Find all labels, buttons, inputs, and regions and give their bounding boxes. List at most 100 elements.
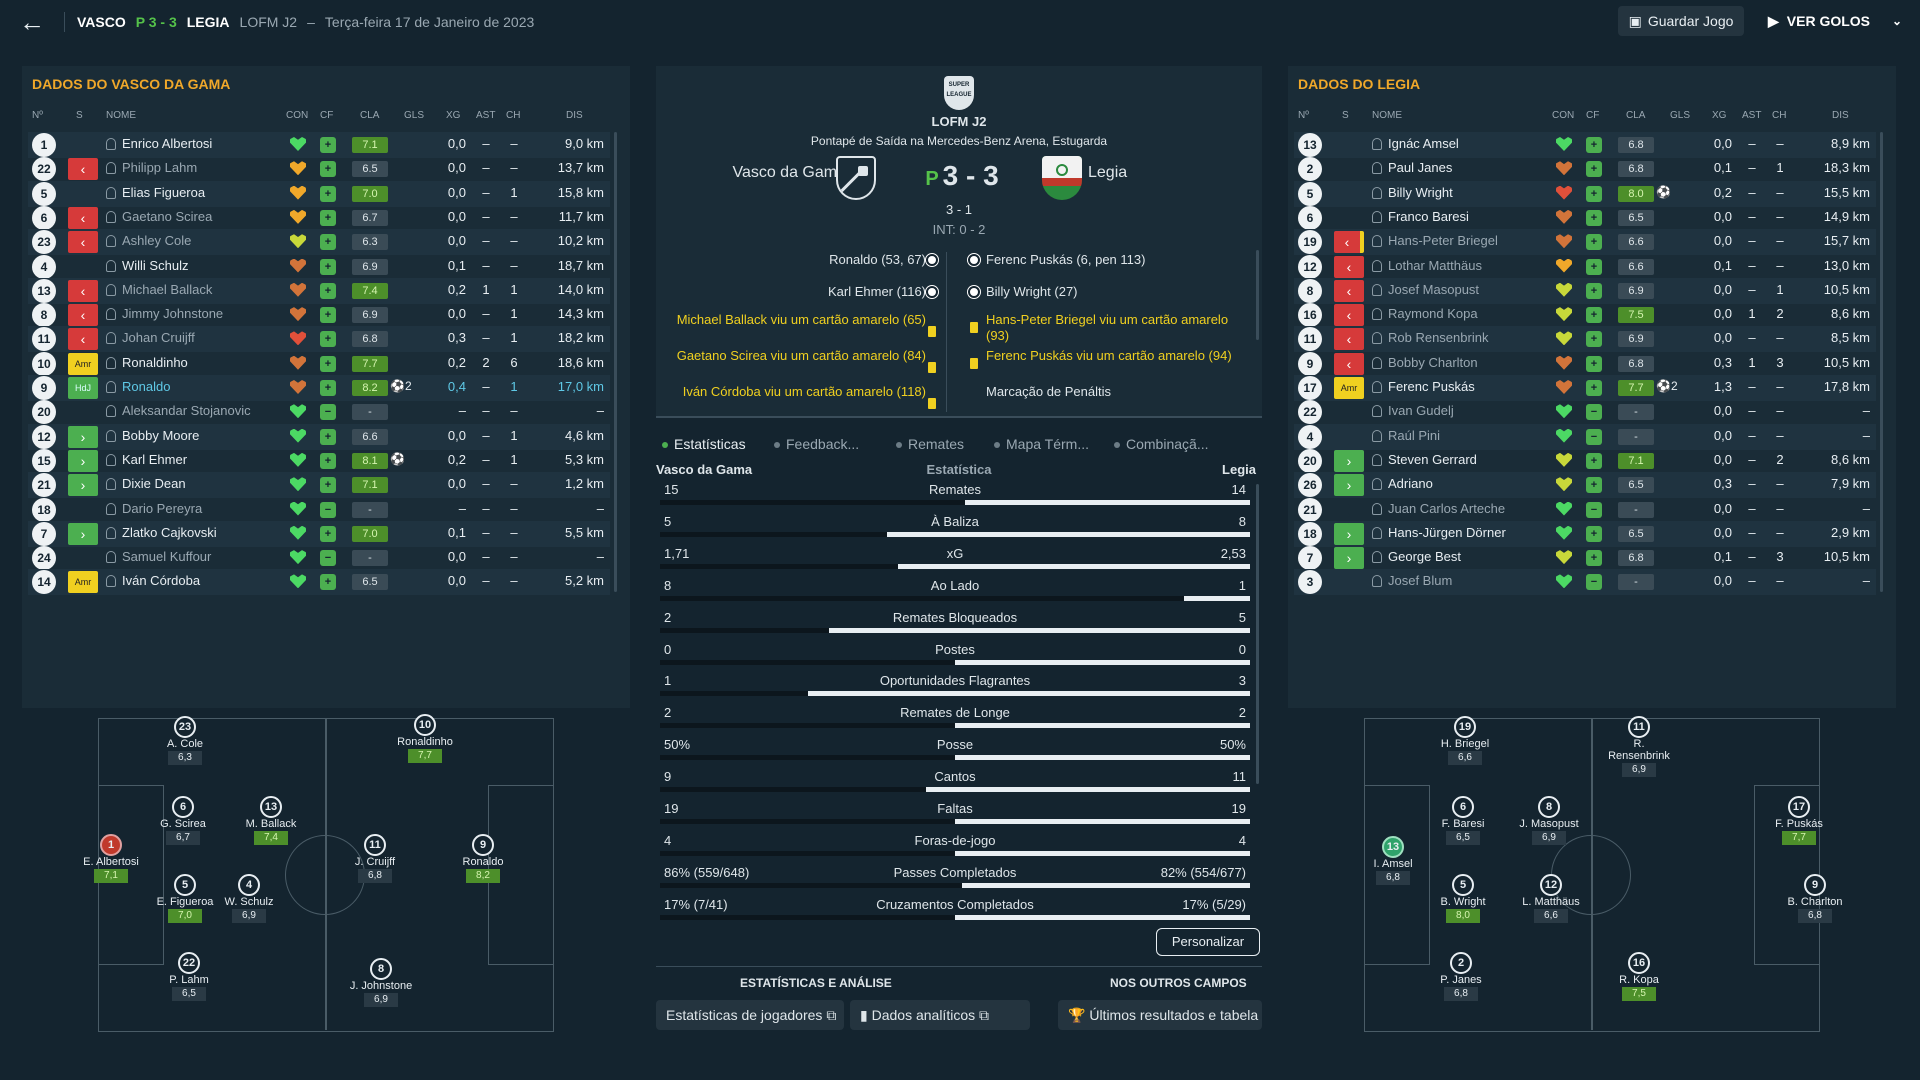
player-row[interactable]: 18 Dario Pereyra − - – – – – xyxy=(28,497,610,523)
player-row[interactable]: 22 ‹ Philipp Lahm +6.5 0,0– –13,7 km xyxy=(28,156,610,182)
customize-button[interactable]: Personalizar xyxy=(1156,928,1260,956)
player-row[interactable]: 14 Amr Iván Córdoba +6.5 0,0– –5,2 km xyxy=(28,569,610,596)
player-name[interactable]: Ronaldinho xyxy=(122,354,188,370)
player-name[interactable]: Steven Gerrard xyxy=(1388,451,1477,467)
pitch-player[interactable]: 8 J. Johnstone 6,9 xyxy=(344,958,418,1007)
player-name[interactable]: Iván Córdoba xyxy=(122,573,201,589)
player-name[interactable]: Josef Masopust xyxy=(1388,281,1480,297)
analytics-button[interactable]: ▮ Dados analíticos ⧉ xyxy=(850,1000,1030,1030)
tab-heat-map[interactable]: Mapa Térm... xyxy=(994,436,1089,452)
pitch-player[interactable]: 12 L. Matthäus 6,6 xyxy=(1514,874,1588,923)
pitch-player[interactable]: 11 R. Rensenbrink 6,9 xyxy=(1602,716,1676,777)
pitch-player[interactable]: 13 M. Ballack 7,4 xyxy=(234,796,308,845)
pitch-player[interactable]: 5 E. Figueroa 7,0 xyxy=(148,874,222,923)
events-scrollbar[interactable] xyxy=(1256,250,1259,340)
player-stats-button[interactable]: Estatísticas de jogadores ⧉ xyxy=(656,1000,844,1030)
player-name[interactable]: Hans-Jürgen Dörner xyxy=(1388,524,1506,540)
player-name[interactable]: Juan Carlos Arteche xyxy=(1388,500,1506,516)
player-row[interactable]: 6 Franco Baresi +6.5 0,0– –14,9 km xyxy=(1294,205,1876,231)
col-num[interactable]: Nº xyxy=(32,110,43,121)
player-name[interactable]: George Best xyxy=(1388,549,1461,565)
player-row[interactable]: 2 Paul Janes +6.8 0,1– 1 18,3 km xyxy=(1294,156,1876,182)
col-s[interactable]: S xyxy=(76,110,83,121)
player-name[interactable]: Willi Schulz xyxy=(122,257,189,273)
away-team-name[interactable]: Legia xyxy=(1088,164,1128,181)
player-name[interactable]: Gaetano Scirea xyxy=(122,208,213,224)
player-row[interactable]: 22 Ivan Gudelj − -0,0– – – xyxy=(1294,399,1876,425)
pitch-player[interactable]: 5 B. Wright 8,0 xyxy=(1426,874,1500,923)
player-name[interactable]: Karl Ehmer xyxy=(122,451,188,467)
pitch-player[interactable]: 9 B. Charlton 6,8 xyxy=(1778,874,1852,923)
col-num[interactable]: Nº xyxy=(1298,110,1309,121)
player-row[interactable]: 26 › Adriano +6.5 0,3– –7,9 km xyxy=(1294,472,1876,499)
scrollbar[interactable] xyxy=(1880,132,1883,592)
player-row[interactable]: 3 Josef Blum − -0,0– – – xyxy=(1294,569,1876,596)
player-name[interactable]: Enrico Albertosi xyxy=(122,136,213,151)
player-row[interactable]: 15 › Karl Ehmer +8.1 ⚽ 0,2– 1 5,3 km xyxy=(28,448,610,474)
pitch-player[interactable]: 2 P. Janes 6,8 xyxy=(1424,952,1498,1001)
player-row[interactable]: 18 › Hans-Jürgen Dörner +6.5 0,0– –2,9 km xyxy=(1294,520,1876,547)
tab-feedback[interactable]: Feedback... xyxy=(774,436,859,452)
pitch-player[interactable]: 10 Ronaldinho 7,7 xyxy=(388,714,462,763)
player-name[interactable]: Josef Blum xyxy=(1388,573,1453,589)
player-row[interactable]: 7 › Zlatko Cajkovski +7.0 0,1– –5,5 km xyxy=(28,520,610,547)
view-goals-button[interactable]: ▶ VER GOLOS ⌄ xyxy=(1764,6,1914,36)
pitch-player[interactable]: 8 J. Masopust 6,9 xyxy=(1512,796,1586,845)
col-ch[interactable]: CH xyxy=(1772,110,1787,121)
tab-shots[interactable]: Remates xyxy=(896,436,964,452)
home-team-name[interactable]: Vasco da Gama xyxy=(732,164,846,181)
player-row[interactable]: 4 Raúl Pini − -0,0– – – xyxy=(1294,423,1876,450)
player-name[interactable]: Rob Rensenbrink xyxy=(1388,330,1489,346)
player-row[interactable]: 11 ‹ Johan Cruijff +6.8 0,3– 1 18,2 km xyxy=(28,326,610,353)
player-name[interactable]: Adriano xyxy=(1388,476,1433,492)
player-row[interactable]: 9 HdJ Ronaldo +8.2 ⚽2 0,4 – 1 17,0 km xyxy=(28,375,610,401)
player-name[interactable]: Paul Janes xyxy=(1388,160,1453,176)
col-ast[interactable]: AST xyxy=(1742,110,1762,121)
player-row[interactable]: 20 › Steven Gerrard +7.1 0,0– 2 8,6 km xyxy=(1294,448,1876,474)
player-name[interactable]: Dixie Dean xyxy=(122,476,186,492)
player-name[interactable]: Michael Ballack xyxy=(122,281,213,297)
pitch-player[interactable]: 11 J. Cruijff 6,8 xyxy=(338,834,412,883)
player-row[interactable]: 5 Billy Wright +8.0 ⚽ 0,2– –15,5 km xyxy=(1294,180,1876,207)
player-row[interactable]: 11 ‹ Rob Rensenbrink +6.9 0,0– –8,5 km xyxy=(1294,326,1876,353)
col-s[interactable]: S xyxy=(1342,110,1349,121)
player-name[interactable]: Philipp Lahm xyxy=(122,160,198,176)
player-row[interactable]: 12 › Bobby Moore +6.6 0,0– 1 4,6 km xyxy=(28,423,610,450)
save-game-button[interactable]: ▣ Guardar Jogo xyxy=(1618,6,1744,36)
pitch-player[interactable]: 19 H. Briegel 6,6 xyxy=(1428,716,1502,765)
player-name[interactable]: Jimmy Johnstone xyxy=(122,306,224,322)
col-cf[interactable]: CF xyxy=(1586,110,1600,121)
col-gls[interactable]: GLS xyxy=(1670,110,1691,121)
player-name[interactable]: Johan Cruijff xyxy=(122,330,195,346)
chevron-down-icon[interactable]: ⌄ xyxy=(1892,14,1903,28)
player-name[interactable]: Hans-Peter Briegel xyxy=(1388,233,1498,249)
player-row[interactable]: 9 ‹ Bobby Charlton +6.8 0,3 1 3 10,5 km xyxy=(1294,351,1876,377)
tab-statistics[interactable]: Estatísticas xyxy=(662,436,746,452)
player-row[interactable]: 20 Aleksandar Stojanovic − - – – – – xyxy=(28,399,610,425)
player-row[interactable]: 24 Samuel Kuffour − -0,0– – – xyxy=(28,545,610,571)
tab-combinations[interactable]: Combinaçã... xyxy=(1114,436,1208,452)
player-row[interactable]: 5 Elias Figueroa +7.0 0,0– 1 15,8 km xyxy=(28,180,610,207)
col-ch[interactable]: CH xyxy=(506,110,521,121)
player-row[interactable]: 6 ‹ Gaetano Scirea +6.7 0,0– –11,7 km xyxy=(28,205,610,231)
pitch-player[interactable]: 13 I. Amsel 6,8 xyxy=(1356,836,1430,885)
col-ast[interactable]: AST xyxy=(476,110,496,121)
col-con[interactable]: CON xyxy=(286,110,309,121)
player-name[interactable]: Raymond Kopa xyxy=(1388,306,1478,322)
player-row[interactable]: 12 ‹ Lothar Matthäus +6.6 0,1– –13,0 km xyxy=(1294,254,1876,280)
pitch-player[interactable]: 9 Ronaldo 8,2 xyxy=(446,834,520,883)
player-name[interactable]: Ronaldo xyxy=(122,379,171,394)
pitch-player[interactable]: 6 G. Scirea 6,7 xyxy=(146,796,220,845)
player-name[interactable]: Elias Figueroa xyxy=(122,184,206,200)
player-name[interactable]: Ferenc Puskás xyxy=(1388,379,1475,394)
col-dis[interactable]: DIS xyxy=(566,110,583,121)
player-name[interactable]: Bobby Moore xyxy=(122,427,200,443)
player-row[interactable]: 8 ‹ Jimmy Johnstone +6.9 0,0– 1 14,3 km xyxy=(28,302,610,328)
scrollbar[interactable] xyxy=(614,132,617,592)
col-cla[interactable]: CLA xyxy=(1626,110,1646,121)
player-name[interactable]: Franco Baresi xyxy=(1388,208,1469,224)
player-row[interactable]: 13 ‹ Michael Ballack +7.4 0,2 1 1 14,0 km xyxy=(28,277,610,304)
back-arrow-icon[interactable]: ← xyxy=(19,6,45,37)
player-name[interactable]: Ashley Cole xyxy=(122,233,192,249)
player-name[interactable]: Ignác Amsel xyxy=(1388,136,1459,151)
